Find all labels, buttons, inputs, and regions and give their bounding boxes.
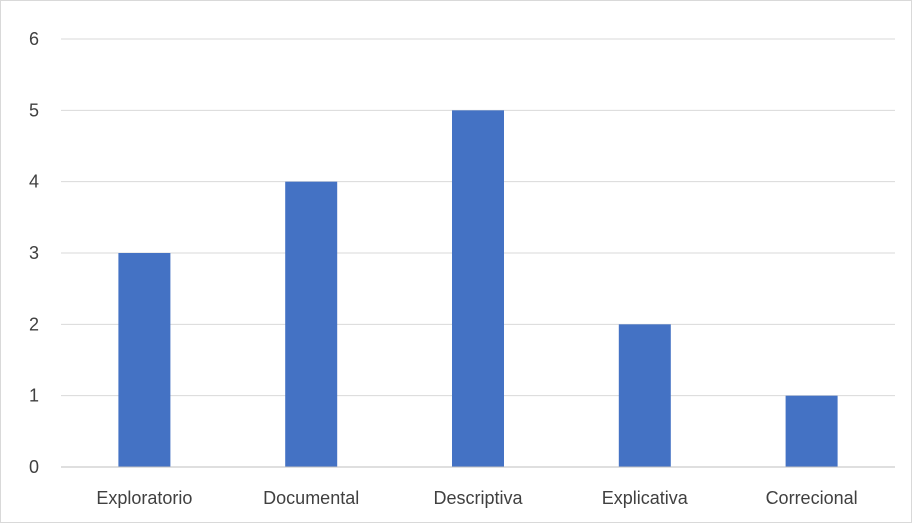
x-tick-label: Documental [263, 488, 359, 508]
bar-explicativa [618, 324, 671, 467]
bars [118, 110, 838, 467]
y-tick-labels: 0 1 2 3 4 5 6 [29, 29, 39, 477]
bar-descriptiva [452, 110, 504, 467]
bar-exploratorio [118, 253, 171, 467]
x-tick-label: Exploratorio [96, 488, 192, 508]
x-tick-label: Correcional [766, 488, 858, 508]
y-tick-label: 4 [29, 172, 39, 192]
y-tick-label: 3 [29, 243, 39, 263]
y-tick-label: 5 [29, 100, 39, 120]
x-tick-label: Explicativa [602, 488, 689, 508]
bar-correcional [785, 395, 838, 467]
x-tick-labels: Exploratorio Documental Descriptiva Explica… [96, 488, 857, 508]
y-tick-label: 6 [29, 29, 39, 49]
bar-documental [285, 181, 338, 467]
y-tick-label: 2 [29, 314, 39, 334]
y-tick-label: 0 [29, 457, 39, 477]
x-tick-label: Descriptiva [433, 488, 523, 508]
y-tick-label: 1 [29, 386, 39, 406]
